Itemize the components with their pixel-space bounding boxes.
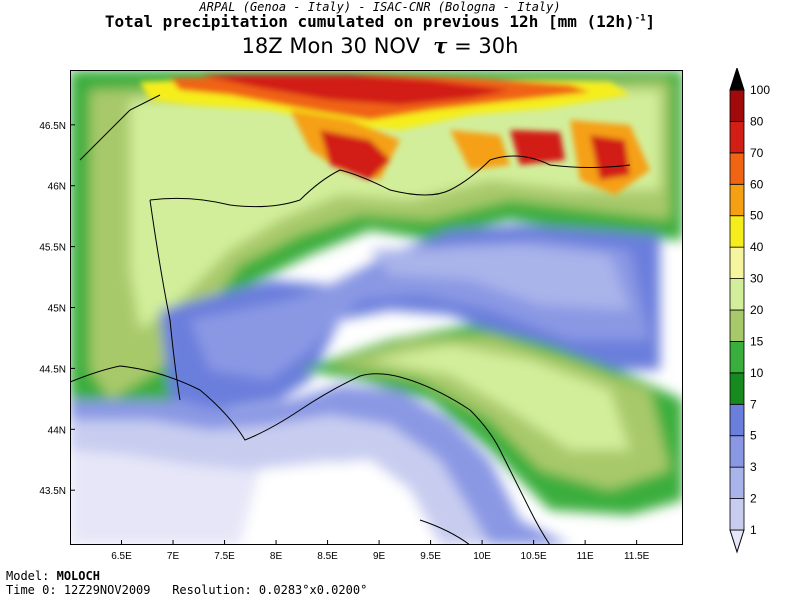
colorbar-level-label: 70: [750, 146, 764, 160]
resolution-label: Resolution:: [172, 583, 251, 597]
lon-tick-label: 8E: [270, 551, 283, 562]
colorbar-box: [730, 279, 744, 310]
lat-tick-label: 44N: [48, 425, 66, 436]
lon-tick-label: 8.5E: [317, 551, 338, 562]
colorbar-box: [730, 184, 744, 215]
lat-tick-label: 46.5N: [39, 121, 66, 132]
colorbar-level-label: 40: [750, 240, 764, 254]
colorbar-level-label: 20: [750, 303, 764, 317]
lat-tick-label: 43.5N: [39, 486, 66, 497]
forecast-time-label: 18Z Mon 30 NOV: [242, 34, 420, 58]
lon-tick-label: 7.5E: [214, 551, 235, 562]
precipitation-field: [70, 70, 683, 545]
colorbar-box: [730, 341, 744, 372]
lon-tick-label: 10E: [473, 551, 491, 562]
map-title-close: ]: [646, 12, 656, 31]
lat-tick-label: 45.5N: [39, 243, 66, 254]
forecast-time: 18Z Mon 30 NOV τ = 30h: [0, 33, 760, 58]
map-title-unit-exponent: -1: [635, 14, 646, 24]
colorbar-level-label: 10: [750, 366, 764, 380]
colorbar-box: [730, 216, 744, 247]
map-title-text: Total precipitation cumulated on previou…: [105, 12, 635, 31]
colorbar-lower-arrow: [730, 530, 744, 552]
lon-tick-label: 11.5E: [624, 551, 650, 562]
colorbar-upper-arrow: [730, 68, 744, 90]
colorbar-box: [730, 90, 744, 121]
colorbar-box: [730, 467, 744, 498]
map-title: Total precipitation cumulated on previou…: [0, 12, 760, 31]
lon-tick-label: 11E: [577, 551, 594, 562]
lat-tick-label: 45N: [48, 304, 66, 315]
tau-symbol: τ: [433, 33, 447, 58]
colorbar-level-label: 30: [750, 272, 764, 286]
colorbar-level-label: 2: [750, 492, 757, 506]
colorbar-level-label: 5: [750, 429, 757, 443]
tau-value: = 30h: [454, 34, 518, 58]
colorbar-box: [730, 310, 744, 341]
colorbar-level-label: 100: [750, 83, 770, 97]
colorbar-level-label: 1: [750, 523, 757, 537]
resolution-value: 0.0283°x0.0200°: [259, 583, 367, 597]
lat-tick-label: 46N: [48, 182, 66, 193]
colorbar-legend: 12357101520304050607080100150: [720, 68, 780, 554]
colorbar-box: [730, 247, 744, 278]
colorbar-boxes: [730, 68, 744, 552]
lon-tick-label: 6.5E: [111, 551, 132, 562]
lon-tick-label: 7E: [167, 551, 180, 562]
model-label: Model:: [6, 569, 49, 583]
model-name: MOLOCH: [57, 569, 100, 583]
colorbar-box: [730, 373, 744, 404]
colorbar-box: [730, 499, 744, 530]
colorbar-box: [730, 404, 744, 435]
colorbar-box: [730, 436, 744, 467]
colorbar-level-label: 80: [750, 114, 764, 128]
colorbar-box: [730, 153, 744, 184]
colorbar-labels: 12357101520304050607080100150: [750, 68, 770, 537]
colorbar-box: [730, 121, 744, 152]
lon-tick-label: 9.5E: [420, 551, 441, 562]
lat-tick-label: 44.5N: [39, 364, 66, 375]
precipitation-map: [70, 70, 683, 545]
footer-model: Model: MOLOCH: [6, 569, 100, 583]
time0-value: 12Z29NOV2009: [64, 583, 151, 597]
footer-time-resolution: Time 0: 12Z29NOV2009 Resolution: 0.0283°…: [6, 583, 367, 597]
lon-tick-label: 9E: [373, 551, 386, 562]
colorbar-level-label: 50: [750, 209, 764, 223]
colorbar-level-label: 15: [750, 334, 764, 348]
colorbar-level-label: 7: [750, 397, 757, 411]
colorbar-level-label: 60: [750, 177, 764, 191]
lon-tick-label: 10.5E: [521, 551, 547, 562]
colorbar-level-label: 3: [750, 460, 757, 474]
time0-label: Time 0:: [6, 583, 57, 597]
